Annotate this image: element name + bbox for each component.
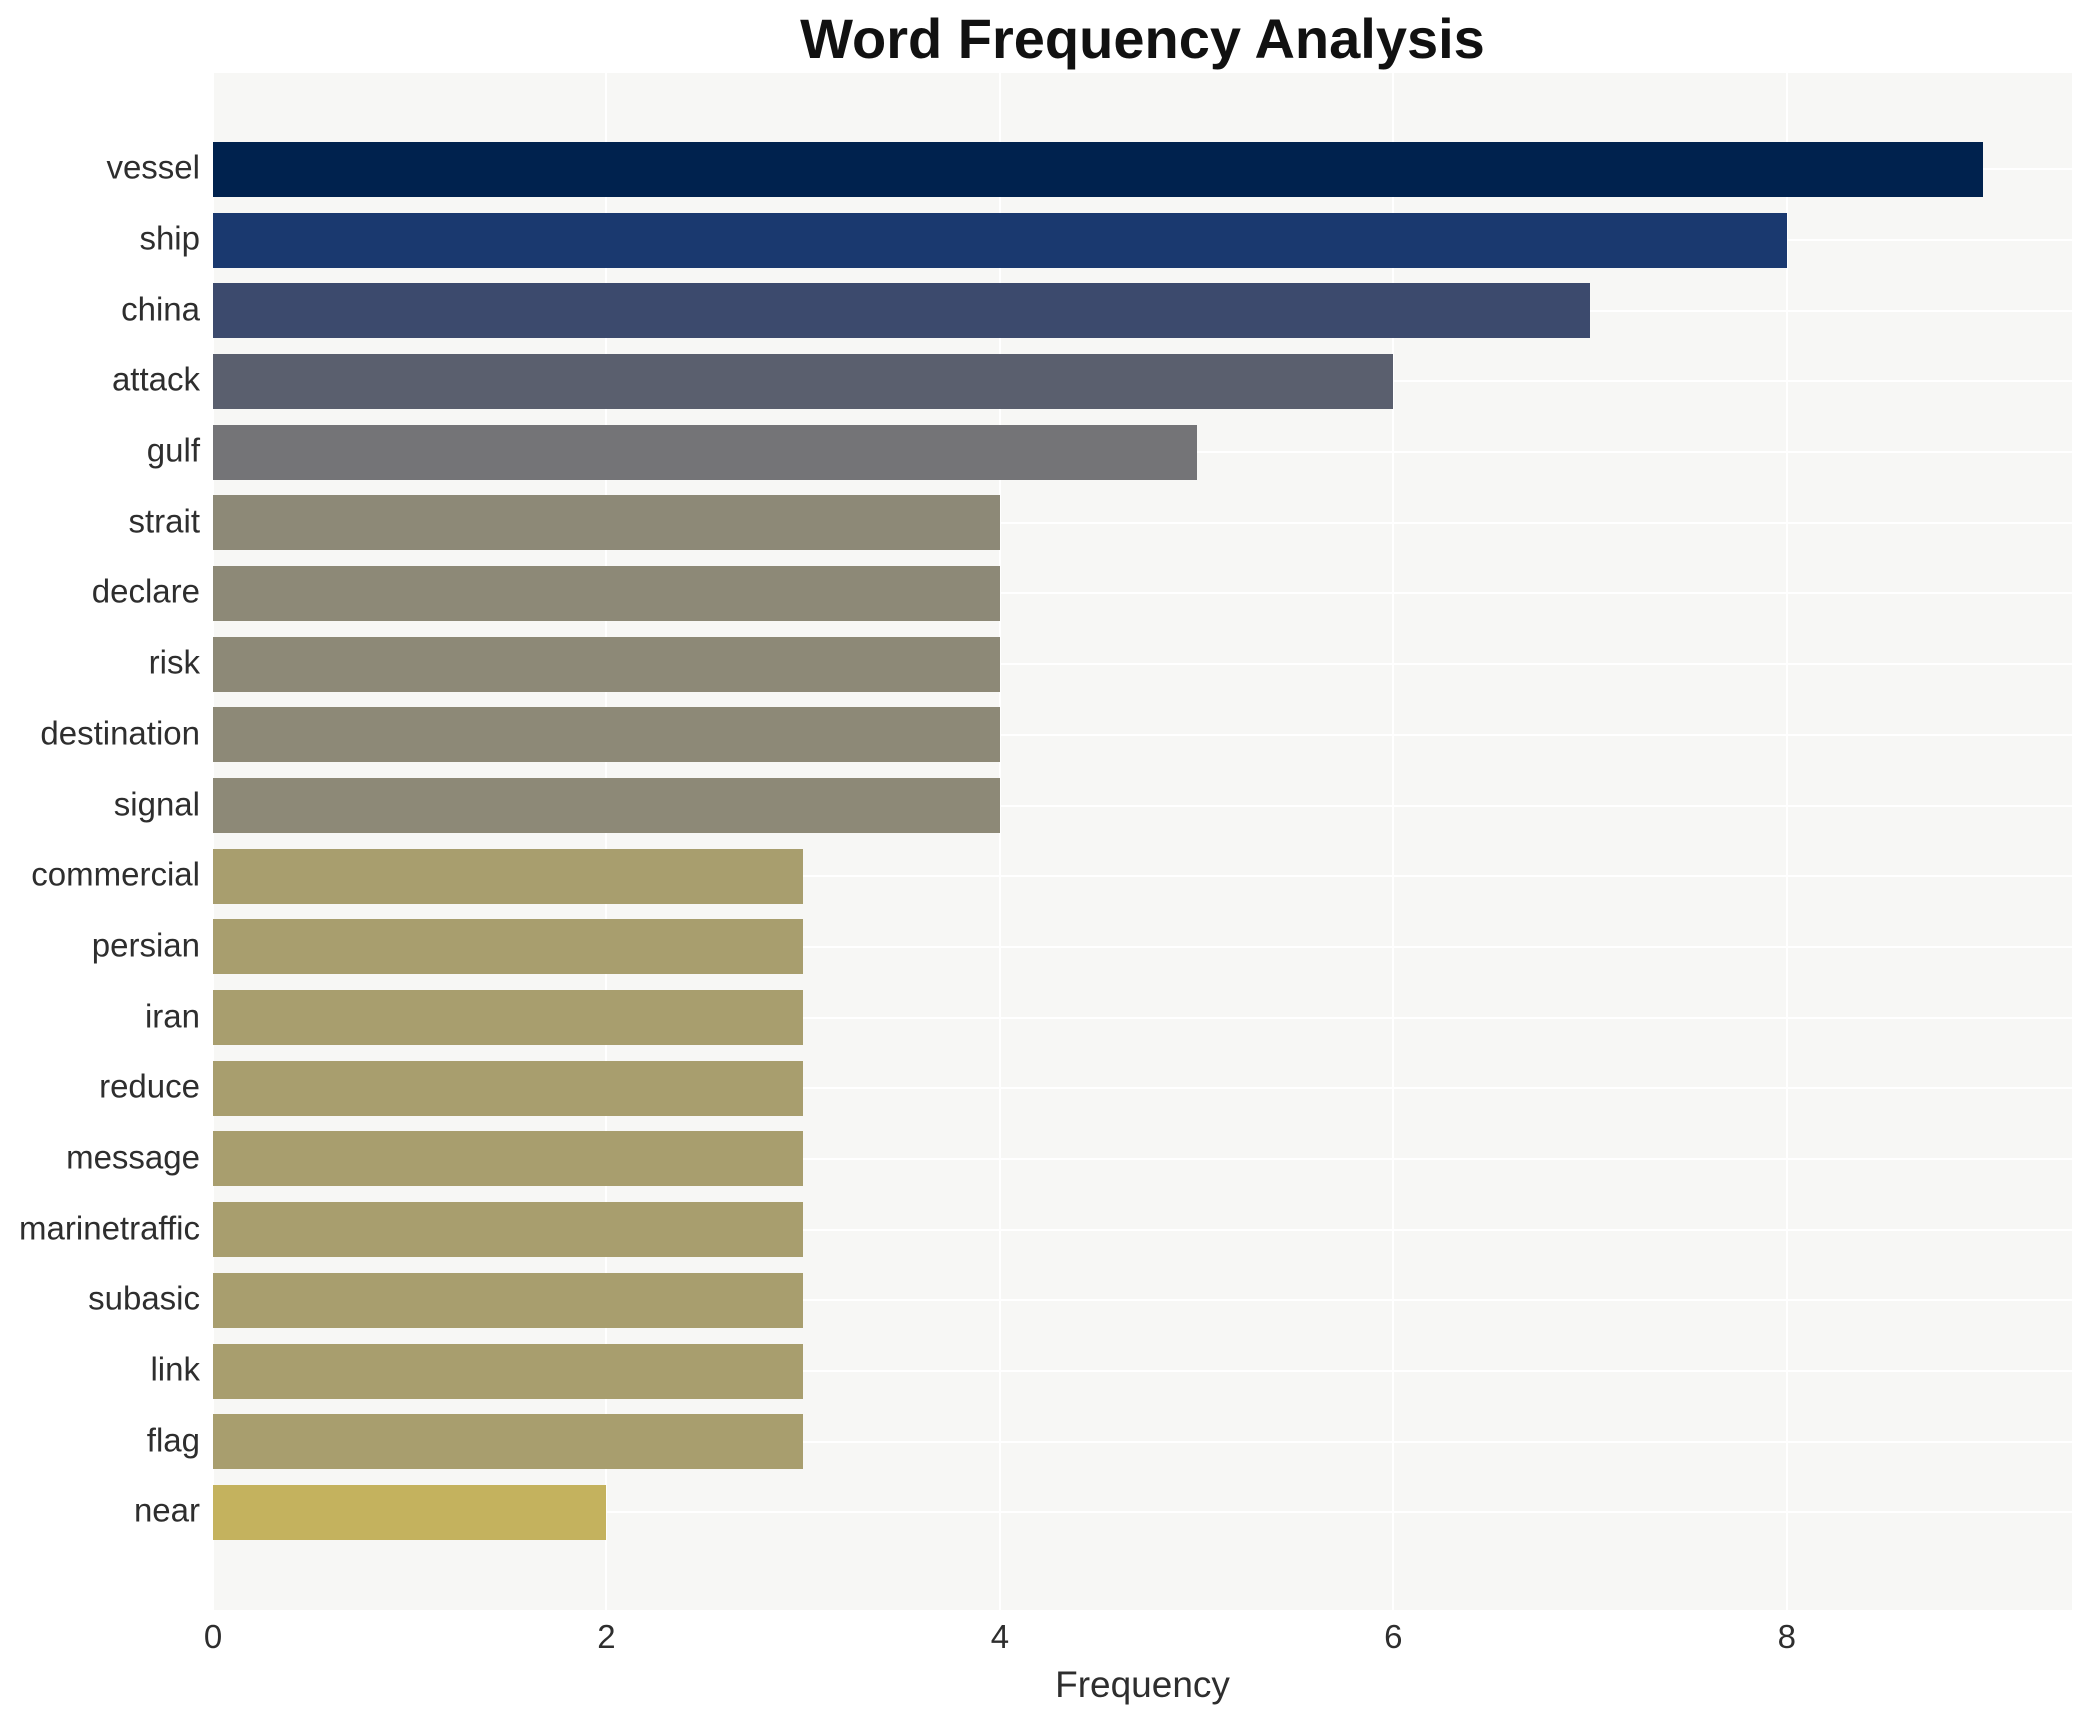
bar-row-iran: iran: [145, 982, 2072, 1053]
bar-rows-container: vessel ship china attack gulf strait declare ri…: [19, 134, 2072, 1548]
y-tick-label-message: message: [66, 1138, 200, 1176]
horizontal-gridline: [213, 1087, 2072, 1090]
bar-marinetraffic: [213, 1202, 804, 1258]
bar-row-vessel: vessel: [106, 134, 2072, 205]
vertical-gridline-2: [605, 73, 608, 1610]
bar-destination: [213, 707, 1000, 763]
bar-row-attack: attack: [112, 346, 2072, 417]
bar-row-near: near: [134, 1477, 2072, 1548]
x-tick-label-8: 8: [1777, 1618, 1796, 1655]
y-tick-label-commercial: commercial: [31, 855, 200, 893]
vertical-gridline-0: [212, 73, 214, 1610]
bar-china: [213, 283, 1591, 339]
y-tick-label-subasic: subasic: [88, 1279, 200, 1317]
y-tick-label-gulf: gulf: [146, 431, 200, 469]
y-tick-label-destination: destination: [40, 714, 200, 752]
y-tick-label-ship: ship: [139, 219, 200, 257]
bar-row-flag: flag: [147, 1406, 2072, 1477]
bar-row-signal: signal: [114, 770, 2072, 841]
bar-declare: [213, 565, 1000, 621]
bar-row-gulf: gulf: [147, 417, 2072, 488]
y-tick-label-link: link: [150, 1350, 200, 1388]
bar-ship: [213, 212, 1787, 268]
bar-gulf: [213, 424, 1197, 480]
vertical-gridline-4: [998, 73, 1001, 1610]
horizontal-gridline: [213, 1370, 2072, 1373]
y-tick-label-declare: declare: [91, 572, 200, 610]
bar-row-strait: strait: [128, 487, 2072, 558]
bar-commercial: [213, 848, 804, 904]
horizontal-gridline: [213, 733, 2072, 736]
horizontal-gridline: [213, 1157, 2072, 1160]
chart-title: Word Frequency Analysis: [800, 7, 1485, 70]
bar-vessel: [213, 141, 1984, 197]
y-tick-label-vessel: vessel: [106, 148, 200, 186]
bar-row-reduce: reduce: [99, 1053, 2072, 1124]
horizontal-gridline: [213, 945, 2072, 948]
horizontal-gridline: [213, 804, 2072, 807]
bar-row-risk: risk: [149, 629, 2072, 700]
bar-subasic: [213, 1272, 804, 1328]
y-tick-label-persian: persian: [91, 926, 200, 964]
bar-row-message: message: [66, 1124, 2072, 1195]
horizontal-gridline: [213, 1228, 2072, 1231]
y-tick-label-flag: flag: [146, 1421, 200, 1459]
y-tick-label-attack: attack: [111, 360, 200, 398]
horizontal-gridline: [213, 1511, 2072, 1514]
bar-flag: [213, 1414, 804, 1470]
y-tick-label-china: china: [121, 290, 200, 328]
bar-persian: [213, 919, 804, 975]
horizontal-gridline: [213, 521, 2072, 524]
bar-attack: [213, 353, 1394, 409]
bar-link: [213, 1343, 804, 1399]
x-axis-ticks: 0 2 4 6 8: [204, 1618, 2072, 1662]
bar-strait: [213, 495, 1000, 551]
bar-row-destination: destination: [40, 700, 2072, 771]
horizontal-gridline: [213, 1299, 2072, 1302]
bar-row-ship: ship: [139, 205, 2072, 276]
bar-row-marinetraffic: marinetraffic: [19, 1194, 2072, 1265]
x-tick-label-2: 2: [597, 1618, 616, 1655]
y-tick-label-reduce: reduce: [99, 1067, 200, 1105]
horizontal-gridline: [213, 1016, 2072, 1019]
horizontal-gridline: [213, 1440, 2072, 1443]
bar-message: [213, 1131, 804, 1187]
bar-row-commercial: commercial: [31, 841, 2072, 912]
y-tick-label-signal: signal: [113, 785, 200, 823]
x-tick-label-6: 6: [1384, 1618, 1403, 1655]
horizontal-gridline: [213, 592, 2072, 595]
bar-row-china: china: [121, 275, 2072, 346]
bar-risk: [213, 636, 1000, 692]
x-axis-label: Frequency: [1055, 1664, 1230, 1705]
y-tick-label-strait: strait: [128, 502, 200, 540]
vertical-gridline-6: [1392, 73, 1395, 1610]
bar-near: [213, 1484, 607, 1540]
x-tick-label-0: 0: [203, 1618, 223, 1655]
bar-row-persian: persian: [92, 912, 2072, 983]
bar-row-subasic: subasic: [88, 1265, 2072, 1336]
horizontal-gridline: [213, 875, 2072, 878]
bar-row-declare: declare: [92, 558, 2072, 629]
y-tick-label-iran: iran: [144, 997, 200, 1035]
bar-row-link: link: [150, 1336, 2072, 1407]
bar-reduce: [213, 1060, 804, 1116]
y-tick-label-risk: risk: [148, 643, 200, 681]
plot-area: vessel ship china attack gulf strait declare ri…: [19, 73, 2072, 1610]
y-tick-label-marinetraffic: marinetraffic: [19, 1209, 200, 1247]
horizontal-gridline: [213, 663, 2072, 666]
bar-signal: [213, 778, 1000, 834]
x-tick-label-4: 4: [990, 1618, 1010, 1655]
vertical-gridline-8: [1785, 73, 1788, 1610]
y-tick-label-near: near: [133, 1491, 200, 1529]
bar-iran: [213, 990, 804, 1046]
